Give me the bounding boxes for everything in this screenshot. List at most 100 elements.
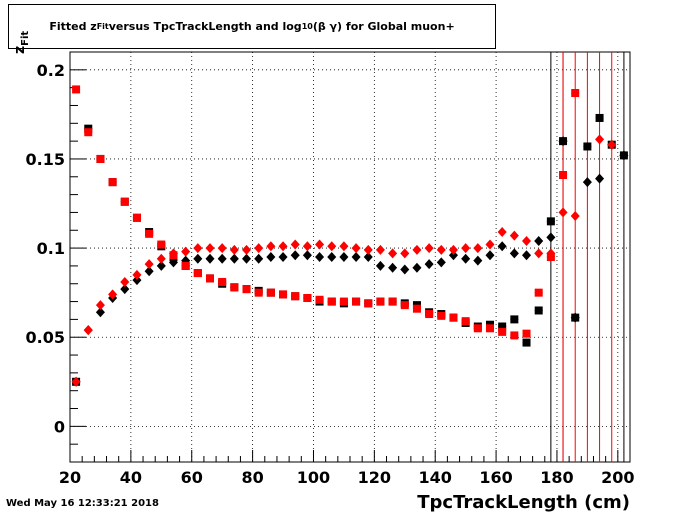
- data-point-diamond: [120, 284, 130, 295]
- data-point-diamond: [436, 244, 446, 255]
- footer-date: Wed May 16 12:33:21 2018: [6, 498, 159, 509]
- x-tick-label: 60: [181, 468, 203, 487]
- data-point-diamond: [266, 241, 276, 252]
- y-tick-label: 0.15: [26, 150, 65, 169]
- data-point-square: [242, 285, 251, 294]
- data-point-square: [425, 310, 434, 319]
- data-point-square: [534, 306, 543, 315]
- data-point-square: [498, 327, 507, 336]
- data-point-diamond: [193, 253, 203, 264]
- data-point-diamond: [448, 244, 458, 255]
- data-point-diamond: [217, 243, 227, 254]
- x-axis-label: TpcTrackLength (cm): [417, 492, 630, 513]
- data-point-square: [254, 288, 263, 297]
- data-point-square: [279, 290, 288, 299]
- data-point-square: [327, 297, 336, 306]
- data-point-diamond: [327, 241, 337, 252]
- data-point-diamond: [339, 252, 349, 262]
- data-point-square: [473, 324, 482, 333]
- chart-title: Fitted z Fit versus TpcTrackLength and lo…: [8, 4, 496, 49]
- data-point-diamond: [144, 259, 154, 270]
- data-point-diamond: [83, 325, 93, 336]
- data-point-square: [437, 311, 446, 320]
- data-point-diamond: [302, 241, 312, 252]
- data-point-diamond: [205, 243, 215, 254]
- data-point-diamond: [436, 257, 446, 268]
- data-point-diamond: [193, 243, 203, 254]
- data-point-diamond: [509, 248, 519, 259]
- title-log-sub: 10: [301, 22, 313, 31]
- data-point-square: [352, 297, 361, 306]
- data-point-diamond: [558, 136, 568, 147]
- data-point-diamond: [315, 252, 325, 262]
- data-point-square: [206, 274, 214, 283]
- data-point-diamond: [217, 253, 227, 264]
- data-point-square: [486, 324, 494, 333]
- data-point-diamond: [156, 260, 166, 271]
- data-point-diamond: [497, 241, 507, 252]
- data-point-square: [522, 329, 531, 338]
- data-point-diamond: [315, 239, 325, 250]
- data-point-square: [120, 197, 129, 206]
- data-point-diamond: [400, 248, 410, 259]
- data-point-diamond: [375, 260, 385, 271]
- data-point-diamond: [570, 312, 580, 323]
- x-tick-label: 180: [540, 468, 573, 487]
- data-point-diamond: [485, 239, 495, 250]
- data-point-square: [193, 269, 202, 278]
- x-tick-label: 20: [59, 468, 81, 487]
- data-point-diamond: [388, 248, 398, 259]
- data-point-square: [388, 297, 397, 306]
- data-point-square: [145, 229, 154, 238]
- data-point-diamond: [278, 252, 288, 262]
- data-point-diamond: [108, 289, 118, 300]
- data-point-diamond: [582, 177, 592, 188]
- data-point-diamond: [327, 252, 337, 262]
- data-point-diamond: [132, 269, 142, 280]
- data-point-diamond: [156, 253, 166, 264]
- data-point-diamond: [205, 253, 215, 264]
- title-sub: Fit: [96, 22, 109, 31]
- data-point-diamond: [95, 307, 105, 318]
- x-tick-label: 100: [297, 468, 330, 487]
- data-point-diamond: [168, 248, 178, 259]
- data-point-diamond: [144, 266, 154, 277]
- data-point-square: [157, 240, 166, 249]
- data-point-diamond: [412, 244, 422, 255]
- title-middle: versus TpcTrackLength and log: [108, 20, 302, 33]
- title-prefix: Fitted z: [49, 20, 97, 33]
- data-point-square: [84, 128, 93, 137]
- y-tick-label: 0: [54, 417, 65, 436]
- x-tick-label: 160: [479, 468, 512, 487]
- data-point-square: [181, 261, 190, 270]
- title-suffix: (β γ) for Global muon+: [312, 20, 455, 33]
- data-point-diamond: [375, 244, 385, 255]
- x-tick-label: 120: [358, 468, 391, 487]
- data-point-square: [522, 338, 531, 347]
- data-point-diamond: [546, 232, 556, 243]
- data-point-square: [376, 297, 385, 306]
- data-point-diamond: [95, 300, 105, 311]
- data-point-square: [218, 277, 227, 286]
- data-point-diamond: [351, 243, 361, 254]
- data-point-square: [595, 113, 604, 122]
- data-point-diamond: [181, 246, 191, 257]
- data-point-diamond: [412, 262, 422, 273]
- data-point-square: [461, 317, 470, 326]
- x-tick-label: 200: [601, 468, 634, 487]
- data-point-diamond: [71, 376, 81, 387]
- data-point-diamond: [278, 241, 288, 252]
- data-point-diamond: [132, 275, 142, 286]
- data-point-square: [546, 217, 555, 226]
- data-point-diamond: [363, 252, 373, 262]
- data-point-diamond: [546, 248, 556, 259]
- data-point-square: [339, 297, 348, 306]
- data-point-diamond: [254, 243, 264, 254]
- data-point-diamond: [461, 253, 471, 264]
- data-point-diamond: [363, 244, 373, 255]
- y-tick-label: 0.2: [37, 61, 65, 80]
- data-point-square: [132, 213, 141, 222]
- data-point-diamond: [509, 230, 519, 241]
- data-point-diamond: [497, 227, 507, 238]
